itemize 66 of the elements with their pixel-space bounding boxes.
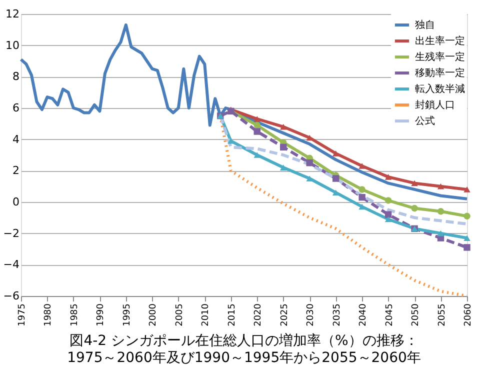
point <box>411 180 418 186</box>
point <box>437 230 444 236</box>
point <box>280 144 287 151</box>
x-tick-label: 1990 <box>96 303 106 326</box>
legend-label: 移動率一定 <box>415 67 465 79</box>
point <box>332 150 340 156</box>
x-tick-label: 2055 <box>437 304 448 326</box>
point <box>384 174 392 180</box>
x-tick-label: 1975 <box>18 304 28 326</box>
y-tick-label: −4 <box>3 258 20 272</box>
point <box>306 159 313 166</box>
x-tick-label: 2035 <box>332 304 342 326</box>
point <box>254 122 260 129</box>
x-tick-label: 2045 <box>384 304 395 326</box>
x-tick-label: 2000 <box>148 303 159 326</box>
y-tick-label: 6 <box>12 102 20 114</box>
x-tick-label: 1980 <box>44 303 54 326</box>
point <box>280 164 287 170</box>
x-tick-label: 1985 <box>70 304 80 326</box>
point <box>254 152 260 158</box>
y-tick-label: −2 <box>3 226 20 240</box>
legend-label: 転入数半減 <box>415 83 465 95</box>
point <box>358 204 366 210</box>
y-tick-label: −6 <box>3 290 20 302</box>
legend-label: 独自 <box>415 19 435 31</box>
y-tick-label: 8 <box>12 70 20 84</box>
legend-label: 封鎖人口 <box>415 99 455 111</box>
point <box>306 134 313 141</box>
point <box>437 208 444 215</box>
text: 1975～2060年及び1990～1995年から2055～2060年 <box>67 350 421 366</box>
x-tick-label: 1995 <box>122 304 132 326</box>
point <box>464 244 470 251</box>
point <box>464 186 470 192</box>
y-tick-label: 4 <box>12 132 20 146</box>
point <box>358 194 366 201</box>
y-tick-label: 12 <box>6 8 20 20</box>
y-tick-label: 10 <box>6 38 20 52</box>
x-tick-label: 2005 <box>174 304 185 326</box>
x-tick-label: 2020 <box>254 303 264 326</box>
point <box>384 211 392 218</box>
point <box>464 212 470 220</box>
point <box>254 116 260 122</box>
point <box>254 128 260 135</box>
x-tick-label: 2030 <box>306 303 316 326</box>
x-tick-label: 2010 <box>201 303 212 326</box>
point <box>306 176 313 182</box>
legend-label: 生残率一定 <box>415 51 465 63</box>
y-tick-label: 2 <box>12 164 20 178</box>
legend-label: 公式 <box>415 115 435 127</box>
x-tick-label: 2040 <box>358 303 369 326</box>
point <box>358 163 366 169</box>
point <box>358 186 366 193</box>
legend-label: 出生率一定 <box>415 35 465 47</box>
x-tick-label: 2060 <box>464 303 474 326</box>
point <box>464 235 470 241</box>
x-tick-label: 2015 <box>227 304 238 326</box>
x-tick-label: 2050 <box>411 303 422 326</box>
point <box>280 124 287 130</box>
y-tick-label: 0 <box>12 196 20 208</box>
x-tick-label: 2025 <box>280 304 290 326</box>
point <box>384 197 392 204</box>
point <box>332 175 340 182</box>
point <box>411 204 418 212</box>
point <box>437 183 444 190</box>
point <box>384 216 392 222</box>
text: 図4-2 シンガポール在住総人口の増加率（%）の推移： <box>70 332 418 349</box>
